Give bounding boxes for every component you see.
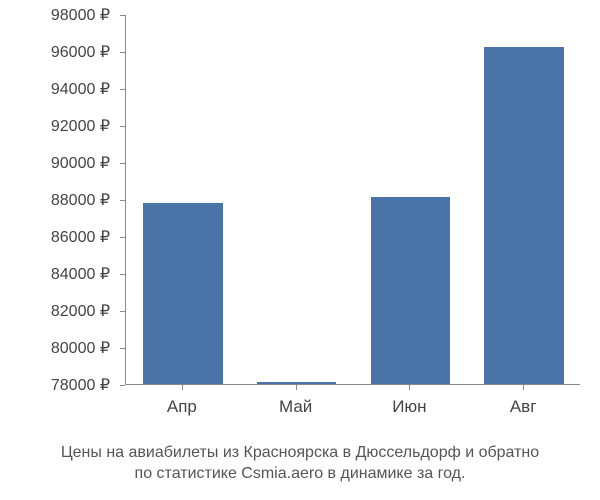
x-tick-label: Май bbox=[279, 397, 312, 417]
x-axis: Апр Май Июн Авг bbox=[125, 385, 580, 425]
y-tick-label: 88000 ₽ bbox=[51, 190, 110, 210]
bar bbox=[484, 47, 564, 384]
bars-group bbox=[126, 15, 580, 384]
bar bbox=[371, 197, 451, 384]
y-tick-label: 84000 ₽ bbox=[51, 264, 110, 284]
y-tick-label: 92000 ₽ bbox=[51, 116, 110, 136]
y-axis: 78000 ₽80000 ₽82000 ₽84000 ₽86000 ₽88000… bbox=[20, 15, 120, 385]
y-tick-label: 90000 ₽ bbox=[51, 153, 110, 173]
y-tick-label: 78000 ₽ bbox=[51, 375, 110, 395]
caption-line-2: по статистике Csmia.aero в динамике за г… bbox=[135, 465, 466, 482]
bar bbox=[143, 203, 223, 384]
y-tick-label: 86000 ₽ bbox=[51, 227, 110, 247]
x-tick-mark bbox=[523, 385, 524, 390]
y-tick-label: 94000 ₽ bbox=[51, 79, 110, 99]
bar bbox=[257, 382, 337, 384]
x-tick-mark bbox=[182, 385, 183, 390]
y-tick-label: 98000 ₽ bbox=[51, 5, 110, 25]
plot-area bbox=[125, 15, 580, 385]
caption-line-1: Цены на авиабилеты из Красноярска в Дюсс… bbox=[61, 444, 539, 461]
x-tick-label: Апр bbox=[167, 397, 197, 417]
x-tick-label: Июн bbox=[392, 397, 426, 417]
x-tick-mark bbox=[409, 385, 410, 390]
price-chart: 78000 ₽ 80000 ₽ 82000 ₽ 84000 ₽ 86000 ₽ 88000… bbox=[20, 15, 580, 425]
chart-caption: Цены на авиабилеты из Красноярска в Дюсс… bbox=[0, 442, 600, 485]
x-tick-mark bbox=[296, 385, 297, 390]
y-tick-label: 82000 ₽ bbox=[51, 301, 110, 321]
y-tick-label: 80000 ₽ bbox=[51, 338, 110, 358]
x-tick-label: Авг bbox=[510, 397, 537, 417]
y-tick-label: 96000 ₽ bbox=[51, 42, 110, 62]
